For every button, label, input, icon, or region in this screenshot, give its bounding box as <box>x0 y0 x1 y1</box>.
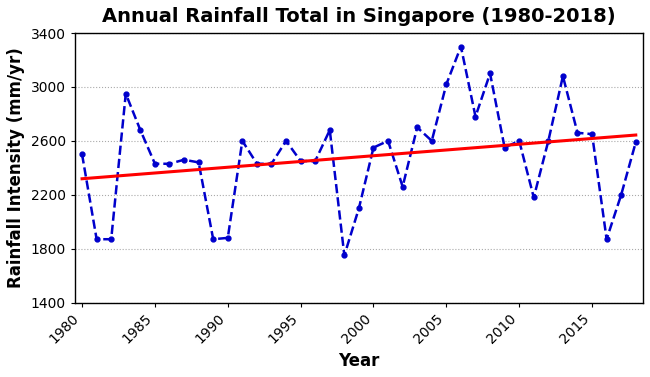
Title: Annual Rainfall Total in Singapore (1980-2018): Annual Rainfall Total in Singapore (1980… <box>102 7 616 26</box>
X-axis label: Year: Year <box>338 352 380 370</box>
Y-axis label: Rainfall Intensity (mm/yr): Rainfall Intensity (mm/yr) <box>7 48 25 288</box>
